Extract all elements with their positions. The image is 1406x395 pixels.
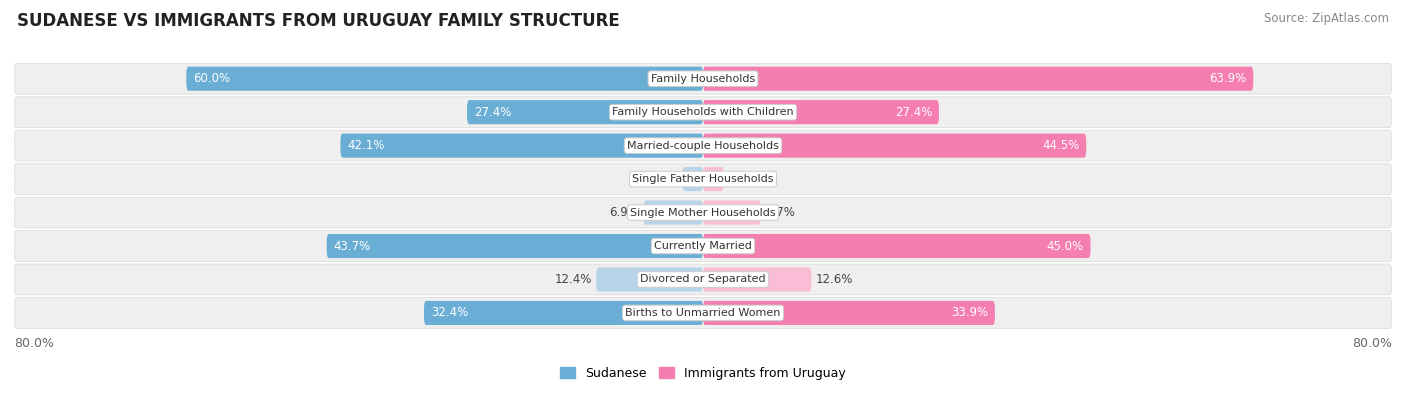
FancyBboxPatch shape: [14, 97, 1392, 128]
FancyBboxPatch shape: [703, 67, 1253, 91]
Text: 60.0%: 60.0%: [193, 72, 231, 85]
Text: Single Father Households: Single Father Households: [633, 174, 773, 184]
FancyBboxPatch shape: [14, 164, 1392, 194]
FancyBboxPatch shape: [14, 231, 1392, 261]
Text: 6.7%: 6.7%: [765, 206, 794, 219]
Text: 2.4%: 2.4%: [648, 173, 678, 186]
Text: Source: ZipAtlas.com: Source: ZipAtlas.com: [1264, 12, 1389, 25]
Text: 43.7%: 43.7%: [333, 239, 371, 252]
Text: 44.5%: 44.5%: [1042, 139, 1080, 152]
FancyBboxPatch shape: [14, 130, 1392, 161]
Text: 27.4%: 27.4%: [894, 106, 932, 118]
FancyBboxPatch shape: [14, 197, 1392, 228]
FancyBboxPatch shape: [703, 201, 761, 225]
FancyBboxPatch shape: [703, 234, 1091, 258]
FancyBboxPatch shape: [14, 63, 1392, 94]
Text: 33.9%: 33.9%: [950, 307, 988, 320]
Text: Family Households: Family Households: [651, 74, 755, 84]
Text: 2.4%: 2.4%: [728, 173, 758, 186]
FancyBboxPatch shape: [186, 67, 703, 91]
FancyBboxPatch shape: [596, 267, 703, 292]
FancyBboxPatch shape: [425, 301, 703, 325]
Text: 63.9%: 63.9%: [1209, 72, 1246, 85]
Text: 80.0%: 80.0%: [14, 337, 53, 350]
FancyBboxPatch shape: [14, 264, 1392, 295]
FancyBboxPatch shape: [703, 301, 995, 325]
Text: Births to Unmarried Women: Births to Unmarried Women: [626, 308, 780, 318]
Text: Divorced or Separated: Divorced or Separated: [640, 275, 766, 284]
FancyBboxPatch shape: [326, 234, 703, 258]
Text: Family Households with Children: Family Households with Children: [612, 107, 794, 117]
Text: 32.4%: 32.4%: [430, 307, 468, 320]
FancyBboxPatch shape: [703, 267, 811, 292]
Text: 27.4%: 27.4%: [474, 106, 512, 118]
FancyBboxPatch shape: [682, 167, 703, 191]
Text: Currently Married: Currently Married: [654, 241, 752, 251]
Text: Married-couple Households: Married-couple Households: [627, 141, 779, 150]
Text: Single Mother Households: Single Mother Households: [630, 207, 776, 218]
Text: 12.4%: 12.4%: [554, 273, 592, 286]
FancyBboxPatch shape: [644, 201, 703, 225]
Text: SUDANESE VS IMMIGRANTS FROM URUGUAY FAMILY STRUCTURE: SUDANESE VS IMMIGRANTS FROM URUGUAY FAMI…: [17, 12, 620, 30]
Text: 80.0%: 80.0%: [1353, 337, 1392, 350]
FancyBboxPatch shape: [703, 100, 939, 124]
Text: 45.0%: 45.0%: [1046, 239, 1084, 252]
FancyBboxPatch shape: [467, 100, 703, 124]
FancyBboxPatch shape: [340, 134, 703, 158]
Text: 12.6%: 12.6%: [815, 273, 853, 286]
FancyBboxPatch shape: [703, 167, 724, 191]
FancyBboxPatch shape: [14, 297, 1392, 328]
Legend: Sudanese, Immigrants from Uruguay: Sudanese, Immigrants from Uruguay: [555, 362, 851, 385]
Text: 6.9%: 6.9%: [609, 206, 640, 219]
FancyBboxPatch shape: [703, 134, 1087, 158]
Text: 42.1%: 42.1%: [347, 139, 385, 152]
